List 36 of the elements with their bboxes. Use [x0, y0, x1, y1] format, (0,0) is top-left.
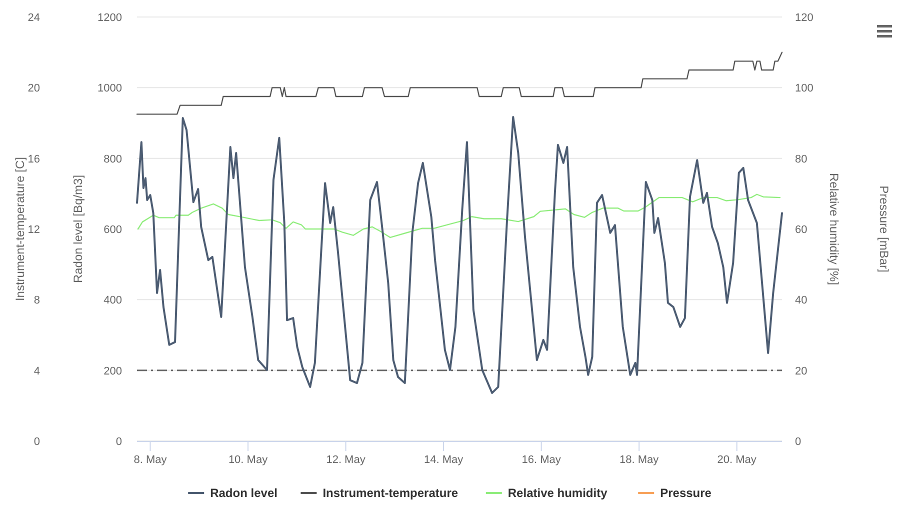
- y3-tick-label: 20: [28, 82, 40, 95]
- legend-label: Radon level: [210, 486, 278, 500]
- y-tick-label: 400: [104, 294, 122, 307]
- y3-axis-title: Instrument-temperature [C]: [13, 156, 27, 302]
- y-tick-label: 800: [104, 153, 122, 166]
- y-axis-title: Radon level [Bq/m3]: [71, 174, 85, 284]
- legend-label: Relative humidity: [508, 486, 608, 500]
- x-tick-label: 18. May: [620, 454, 660, 466]
- x-tick-label: 20. May: [717, 454, 757, 466]
- y3-tick-label: 24: [28, 12, 40, 24]
- y3-tick-label: 12: [28, 224, 40, 236]
- x-tick-label: 16. May: [522, 454, 562, 466]
- y2-tick-label: 20: [795, 365, 808, 378]
- x-tick-label: 12. May: [326, 454, 366, 466]
- y2-tick-label: 120: [795, 12, 814, 24]
- y3-tick-label: 4: [34, 365, 40, 378]
- y2-axis-title: Relative humidity [%]: [827, 172, 841, 286]
- y2-tick-label: 60: [795, 224, 808, 236]
- y-tick-label: 600: [104, 224, 122, 236]
- legend-label: Instrument-temperature: [322, 486, 458, 500]
- y2-tick-label: 100: [795, 82, 814, 95]
- y2-tick-label: 40: [795, 294, 808, 307]
- y2-tick-label: 80: [795, 153, 808, 166]
- y-tick-label: 200: [104, 365, 122, 378]
- text: Pressure [mBar]: [877, 186, 891, 272]
- x-tick-label: 8. May: [134, 454, 168, 466]
- y3-tick-label: 0: [34, 436, 40, 448]
- y3-tick-label: 16: [28, 153, 40, 166]
- y3-tick-label: 8: [34, 294, 40, 307]
- y-tick-label: 1200: [98, 12, 122, 24]
- x-tick-label: 14. May: [424, 454, 464, 466]
- y-tick-label: 1000: [98, 82, 122, 95]
- y2-tick-label: 0: [795, 436, 802, 448]
- x-tick-label: 10. May: [228, 454, 268, 466]
- y-tick-label: 0: [116, 436, 122, 448]
- legend-label: Pressure: [660, 486, 712, 500]
